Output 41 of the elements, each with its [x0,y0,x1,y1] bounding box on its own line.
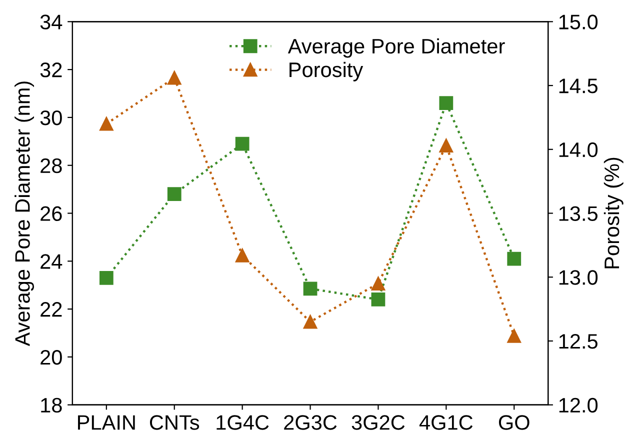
point [99,270,114,285]
point [507,328,522,343]
y-tick-label: 18 [41,398,62,413]
point [371,276,386,290]
y2-tick-label: 13.0 [559,270,598,285]
y2-tick-label: 12.5 [559,334,598,349]
legend-label: Porosity [290,62,364,82]
y-tick-label: 34 [40,14,62,30]
x-tick-label: CNTs [150,415,200,430]
legend-label: Average Pore Diameter [288,38,505,58]
y-tick-label: 28 [40,158,62,174]
point [303,314,318,329]
point [167,70,182,85]
x-tick-label: 3G2C [352,415,405,430]
point [371,292,386,306]
x-tick-label: 4G1C [419,415,473,430]
y-axis-title: Average Pore Diameter (nm) [14,82,34,346]
point [507,252,522,266]
point [439,96,454,110]
point [235,248,250,262]
x-tick-label: GO [498,415,530,430]
y-tick-label: 24 [40,254,62,269]
point [439,138,454,152]
y-tick-label: 20 [40,350,62,365]
y2-tick-label: 14.5 [559,78,598,94]
y-tick-label: 22 [40,302,62,317]
x-tick-label: 1G4C [216,415,269,430]
y2-axis-title: Porosity (%) [604,158,624,268]
x-tick-label: 2G3C [284,415,337,430]
y2-tick-label: 14.0 [559,142,598,158]
y2-tick-label: 13.5 [559,206,598,222]
y2-tick-label: 12.0 [559,398,598,413]
x-tick-label: PLAIN [78,415,135,430]
y-tick-label: 30 [40,110,62,126]
point [303,282,318,296]
point [235,136,250,151]
y2-tick-label: 15.0 [559,14,598,30]
y-tick-label: 26 [40,206,62,222]
point [167,187,182,202]
y-tick-label: 32 [40,62,62,78]
point [99,116,114,131]
